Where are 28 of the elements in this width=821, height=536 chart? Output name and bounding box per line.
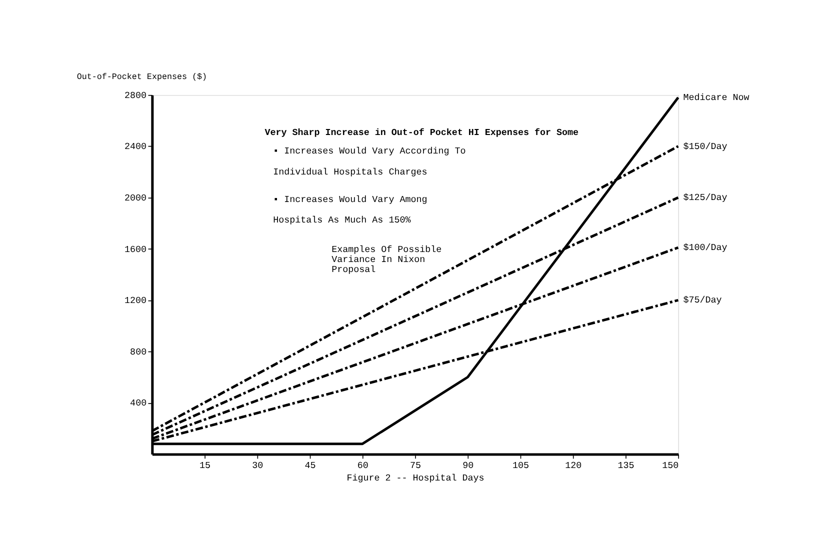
series-label: $100/Day xyxy=(683,242,728,254)
text: Very Sharp Increase in Out-of Pocket HI Expenses for Some xyxy=(264,127,579,138)
annotation: ▪ Increases Would Vary According To Individual Hospitals Charges xyxy=(273,145,466,178)
y-tick-label: 400 xyxy=(130,398,147,409)
x-tick-label: 75 xyxy=(410,460,422,471)
x-tick-label: 45 xyxy=(304,460,316,471)
series-label: Medicare Now xyxy=(683,92,750,104)
y-tick-label: 2400 xyxy=(124,141,147,152)
x-tick-label: 135 xyxy=(618,460,634,471)
series-label: $125/Day xyxy=(683,192,728,204)
x-tick-label: 60 xyxy=(357,460,368,471)
x-tick-label: 150 xyxy=(662,460,679,471)
y-tick-label: 1200 xyxy=(124,295,147,306)
x-tick-label: 15 xyxy=(200,460,211,471)
annotation: Examples Of Possible Variance In Nixon Proposal xyxy=(332,244,442,276)
y-tick-label: 800 xyxy=(130,346,147,358)
series-label: $150/Day xyxy=(683,140,728,152)
series-label: $75/Day xyxy=(683,294,722,306)
x-tick-label: 90 xyxy=(462,460,474,471)
annotation: ▪ Increases Would Vary Among Hospitals As Much As 150% xyxy=(273,194,428,226)
x-tick-label: 105 xyxy=(512,460,530,471)
y-tick-label: 2800 xyxy=(124,90,147,101)
y-tick-label: 2000 xyxy=(124,192,147,204)
y-axis-title: Out-of-Pocket Expenses ($) xyxy=(76,72,208,82)
x-tick-label: 120 xyxy=(565,460,582,471)
x-axis-title: Figure 2 -- Hospital Days xyxy=(346,472,484,484)
y-tick-label: 1600 xyxy=(124,244,147,255)
x-tick-label: 30 xyxy=(252,460,264,471)
